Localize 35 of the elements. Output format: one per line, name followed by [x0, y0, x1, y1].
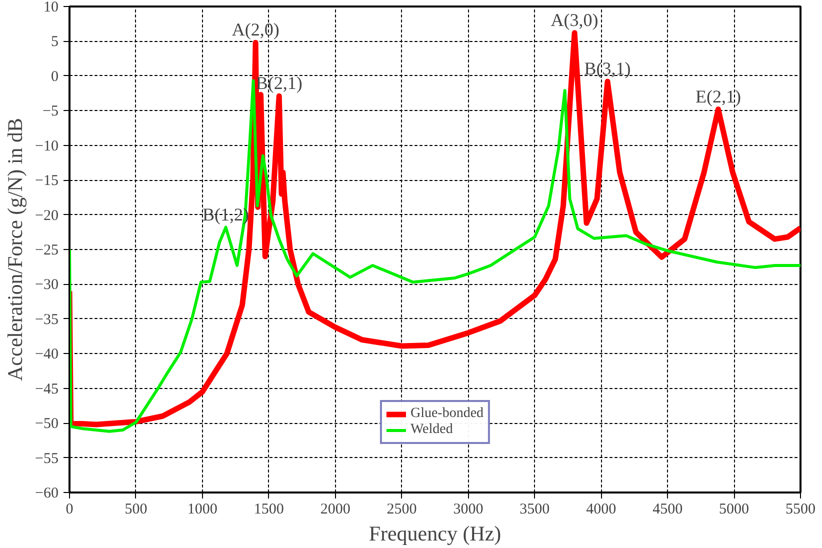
y-tick-label: −30 — [35, 277, 59, 294]
x-tick-label: 500 — [124, 502, 148, 518]
y-tick-label: −10 — [35, 138, 59, 154]
x-tick-label: 2000 — [320, 502, 350, 518]
y-tick-label: −20 — [35, 208, 59, 224]
annotation: E(2,1) — [695, 86, 741, 106]
y-tick-label: −35 — [35, 312, 59, 328]
x-tick-label: 4000 — [586, 502, 616, 518]
x-tick-label: 1500 — [254, 502, 284, 518]
legend-label: Glue-bonded — [410, 406, 484, 422]
y-tick-label: 5 — [51, 34, 58, 50]
x-tick-label: 4500 — [652, 502, 683, 518]
annotation: A(3,0) — [550, 10, 598, 30]
y-tick-label: 10 — [44, 0, 58, 16]
y-tick-label: −55 — [35, 450, 59, 467]
annotation: A(2,0) — [232, 20, 280, 40]
x-tick-label: 5000 — [719, 502, 750, 518]
y-tick-label: −25 — [35, 242, 59, 258]
annotation: B(3,1) — [584, 58, 631, 78]
x-tick-label: 2500 — [386, 502, 417, 518]
x-tick-label: 1000 — [187, 502, 218, 518]
y-tick-label: 0 — [51, 68, 58, 85]
x-tick-label: 3000 — [453, 502, 484, 518]
y-tick-label: −45 — [35, 381, 59, 398]
y-tick-label: −15 — [35, 173, 59, 190]
x-tick-label: 5500 — [786, 502, 816, 518]
x-tick-label: 0 — [66, 502, 74, 518]
x-axis-title: Frequency (Hz) — [368, 522, 502, 546]
legend-label: Welded — [410, 422, 453, 438]
y-axis-title: Acceleration/Force (g/N) in dB — [3, 118, 28, 381]
y-tick-label: −5 — [42, 104, 59, 120]
y-tick-label: −40 — [35, 346, 59, 363]
y-tick-label: −50 — [35, 416, 59, 432]
y-tick-label: −60 — [35, 486, 59, 502]
x-tick-label: 3500 — [520, 502, 550, 518]
